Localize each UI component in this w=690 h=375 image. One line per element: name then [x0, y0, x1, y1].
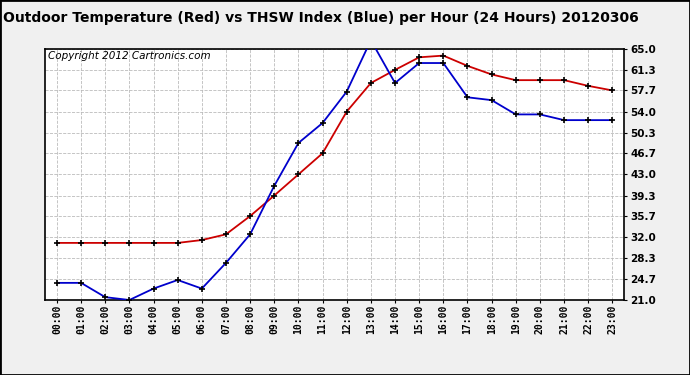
Text: Copyright 2012 Cartronics.com: Copyright 2012 Cartronics.com [48, 51, 210, 61]
Text: Outdoor Temperature (Red) vs THSW Index (Blue) per Hour (24 Hours) 20120306: Outdoor Temperature (Red) vs THSW Index … [3, 11, 639, 25]
